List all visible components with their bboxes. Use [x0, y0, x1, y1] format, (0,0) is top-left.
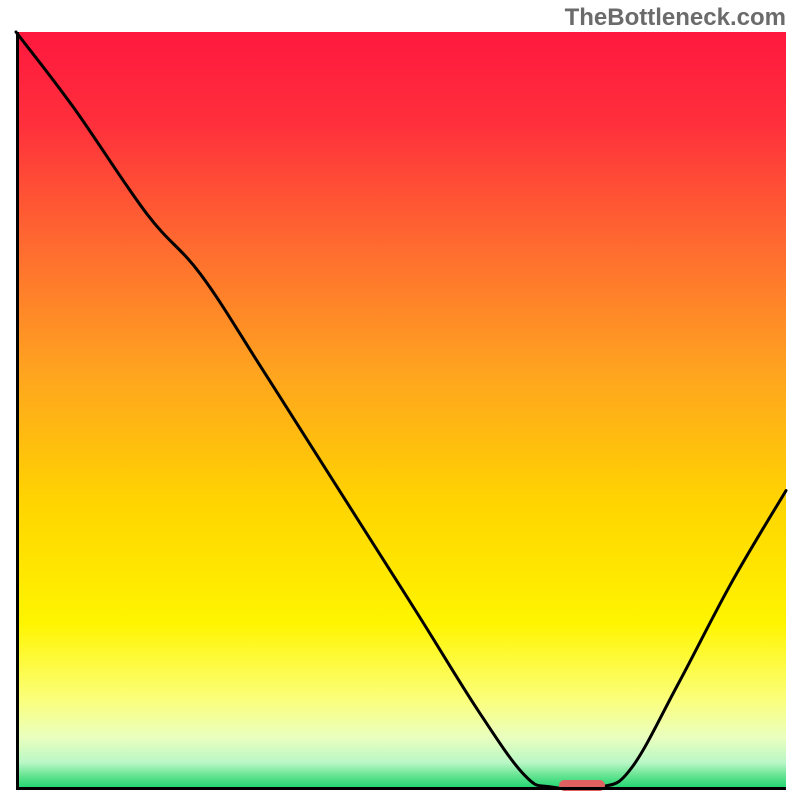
plot-area — [16, 32, 786, 790]
watermark-text: TheBottleneck.com — [565, 4, 786, 32]
axis-left — [16, 32, 19, 790]
axis-bottom — [16, 787, 786, 790]
chart-container: TheBottleneck.com — [0, 0, 800, 800]
curve-path — [16, 32, 786, 789]
bottleneck-curve — [16, 32, 786, 790]
